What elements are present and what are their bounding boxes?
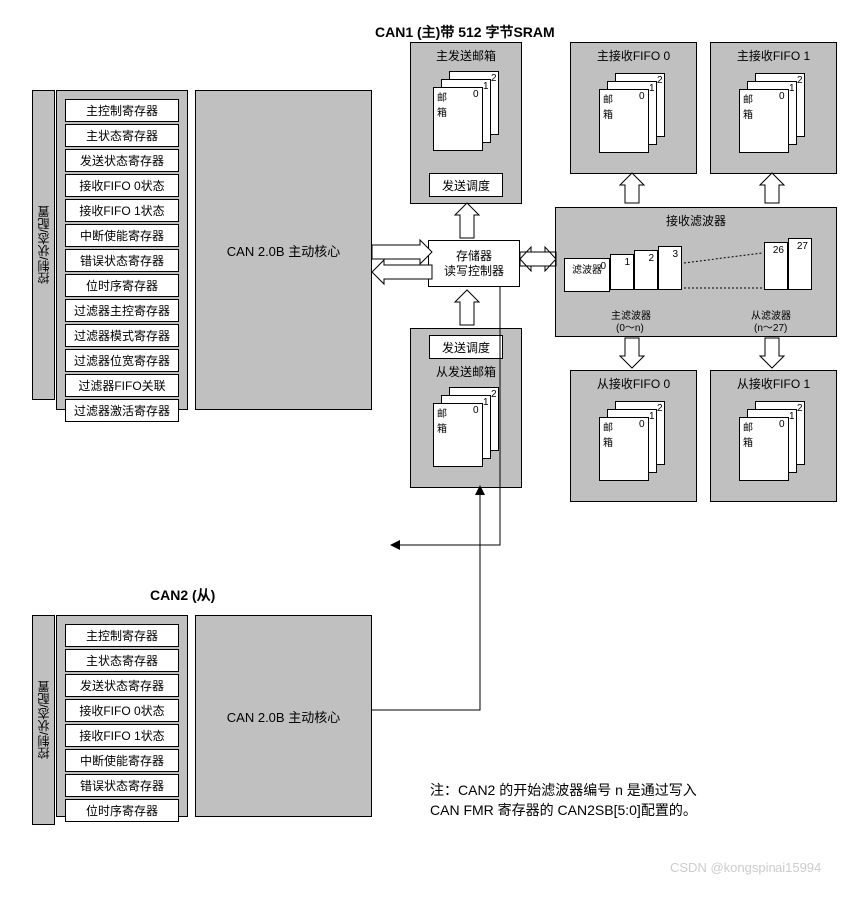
rx-fifo1-slave-block: 从接收FIFO 1 2 1 邮箱 0 bbox=[710, 370, 837, 502]
mailbox-label: 邮箱 bbox=[743, 419, 753, 449]
reg-item: 接收FIFO 0状态 bbox=[65, 174, 179, 197]
reg-item: 接收FIFO 0状态 bbox=[65, 699, 179, 722]
reg-item: 过滤器模式寄存器 bbox=[65, 324, 179, 347]
mailbox-label: 邮箱 bbox=[437, 405, 447, 435]
mailbox-label: 邮箱 bbox=[603, 419, 613, 449]
reg-item: 错误状态寄存器 bbox=[65, 774, 179, 797]
can1-reg-block: 主控制寄存器 主状态寄存器 发送状态寄存器 接收FIFO 0状态 接收FIFO … bbox=[56, 90, 188, 410]
tx-sched-master: 发送调度 bbox=[429, 173, 503, 197]
reg-item: 过滤器激活寄存器 bbox=[65, 399, 179, 422]
filter-num: 2 bbox=[648, 253, 654, 264]
reg-item: 位时序寄存器 bbox=[65, 274, 179, 297]
slave-range: (n～27) bbox=[754, 319, 787, 334]
stack-num: 2 bbox=[491, 389, 497, 400]
stack-num: 2 bbox=[491, 73, 497, 84]
stack-num: 1 bbox=[649, 83, 655, 94]
reg-item: 中断使能寄存器 bbox=[65, 224, 179, 247]
stack-num: 0 bbox=[473, 405, 479, 416]
stack-num: 2 bbox=[657, 403, 663, 414]
can1-vlabel: 控制/状态/配置 bbox=[32, 90, 55, 400]
reg-item: 主状态寄存器 bbox=[65, 124, 179, 147]
reg-item: 主控制寄存器 bbox=[65, 99, 179, 122]
stack-num: 0 bbox=[779, 91, 785, 102]
master-range: (0～n) bbox=[616, 319, 644, 334]
reg-item: 主状态寄存器 bbox=[65, 649, 179, 672]
stack-num: 0 bbox=[639, 419, 645, 430]
rx-fifo0-master-label: 主接收FIFO 0 bbox=[571, 47, 696, 64]
rx-filter-label: 接收滤波器 bbox=[556, 212, 836, 229]
tx-mailbox-slave-label: 从发送邮箱 bbox=[411, 363, 521, 380]
reg-item: 发送状态寄存器 bbox=[65, 674, 179, 697]
reg-item: 过滤器FIFO关联 bbox=[65, 374, 179, 397]
rx-fifo1-master-block: 主接收FIFO 1 2 1 邮箱 0 bbox=[710, 42, 837, 174]
filter-num: 26 bbox=[773, 245, 784, 256]
tx-mailbox-master-block: 主发送邮箱 2 1 邮箱 0 发送调度 bbox=[410, 42, 522, 204]
filter-num: 0 bbox=[600, 261, 606, 272]
watermark-id: ai15994 bbox=[775, 860, 821, 875]
watermark-csdn: CSDN @kongspin bbox=[670, 860, 776, 875]
stack-num: 1 bbox=[483, 81, 489, 92]
can2-core: CAN 2.0B 主动核心 bbox=[195, 615, 372, 817]
filter-num: 3 bbox=[672, 249, 678, 260]
stack-num: 2 bbox=[797, 75, 803, 86]
filter-num: 27 bbox=[797, 241, 808, 252]
can1-core: CAN 2.0B 主动核心 bbox=[195, 90, 372, 410]
stack-num: 2 bbox=[797, 403, 803, 414]
stack-num: 1 bbox=[789, 411, 795, 422]
stack-num: 0 bbox=[639, 91, 645, 102]
reg-item: 位时序寄存器 bbox=[65, 799, 179, 822]
reg-item: 过滤器位宽寄存器 bbox=[65, 349, 179, 372]
reg-item: 错误状态寄存器 bbox=[65, 249, 179, 272]
stack-num: 1 bbox=[483, 397, 489, 408]
reg-item: 发送状态寄存器 bbox=[65, 149, 179, 172]
can1-title: CAN1 (主)带 512 字节SRAM bbox=[375, 22, 555, 42]
mem-ctrl: 存储器 读写控制器 bbox=[428, 240, 520, 287]
tx-mailbox-slave-block: 发送调度 从发送邮箱 2 1 邮箱 0 bbox=[410, 328, 522, 488]
can2-title: CAN2 (从) bbox=[150, 585, 215, 605]
can2-reg-block: 主控制寄存器 主状态寄存器 发送状态寄存器 接收FIFO 0状态 接收FIFO … bbox=[56, 615, 188, 817]
rx-fifo1-slave-label: 从接收FIFO 1 bbox=[711, 375, 836, 392]
tx-mailbox-master-label: 主发送邮箱 bbox=[411, 47, 521, 64]
memctrl-l1: 存储器 bbox=[456, 249, 492, 263]
stack-num: 2 bbox=[657, 75, 663, 86]
rx-fifo0-master-block: 主接收FIFO 0 2 1 邮箱 0 bbox=[570, 42, 697, 174]
stack-num: 0 bbox=[779, 419, 785, 430]
mailbox-label: 邮箱 bbox=[437, 89, 447, 119]
mailbox-label: 邮箱 bbox=[603, 91, 613, 121]
filter-num: 1 bbox=[624, 257, 630, 268]
rx-filter-block: 接收滤波器 滤波器 0 1 2 3 26 27 主滤波器 (0～n) 从滤波器 … bbox=[555, 207, 837, 337]
rx-fifo0-slave-block: 从接收FIFO 0 2 1 邮箱 0 bbox=[570, 370, 697, 502]
reg-item: 主控制寄存器 bbox=[65, 624, 179, 647]
filter-label: 滤波器 bbox=[572, 265, 602, 276]
tx-sched-slave: 发送调度 bbox=[429, 335, 503, 359]
rx-fifo0-slave-label: 从接收FIFO 0 bbox=[571, 375, 696, 392]
stack-num: 1 bbox=[649, 411, 655, 422]
mailbox-label: 邮箱 bbox=[743, 91, 753, 121]
stack-num: 1 bbox=[789, 83, 795, 94]
reg-item: 接收FIFO 1状态 bbox=[65, 724, 179, 747]
memctrl-l2: 读写控制器 bbox=[444, 264, 504, 278]
stack-num: 0 bbox=[473, 89, 479, 100]
note-line1: 注：CAN2 的开始滤波器编号 n 是通过写入 bbox=[430, 780, 697, 800]
reg-item: 接收FIFO 1状态 bbox=[65, 199, 179, 222]
reg-item: 过滤器主控寄存器 bbox=[65, 299, 179, 322]
reg-item: 中断使能寄存器 bbox=[65, 749, 179, 772]
rx-fifo1-master-label: 主接收FIFO 1 bbox=[711, 47, 836, 64]
can2-vlabel: 控制/状态/配置 bbox=[32, 615, 55, 825]
note-line2: CAN FMR 寄存器的 CAN2SB[5:0]配置的。 bbox=[430, 800, 697, 820]
